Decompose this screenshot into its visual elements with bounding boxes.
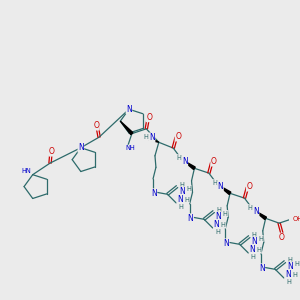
Text: N: N: [287, 262, 292, 271]
Text: H: H: [216, 207, 221, 213]
Text: H: H: [256, 247, 261, 253]
Text: N: N: [218, 182, 223, 191]
Text: H: H: [221, 222, 226, 228]
Text: H: H: [184, 197, 189, 203]
Text: N: N: [285, 270, 291, 279]
Text: N: N: [179, 187, 185, 196]
Text: O: O: [49, 147, 55, 156]
Polygon shape: [120, 121, 133, 135]
Text: H: H: [287, 257, 292, 263]
Text: N: N: [177, 195, 183, 204]
Text: O: O: [146, 113, 152, 122]
Text: H: H: [215, 229, 220, 235]
Text: H: H: [223, 211, 228, 217]
Text: H: H: [252, 232, 256, 238]
Text: N: N: [216, 212, 221, 221]
Text: H: H: [177, 155, 182, 161]
Text: H: H: [258, 236, 263, 242]
Text: N: N: [259, 264, 265, 273]
Text: NH: NH: [125, 145, 135, 151]
Text: O: O: [279, 233, 285, 242]
Text: N: N: [78, 143, 84, 152]
Text: H: H: [186, 185, 191, 191]
Text: N: N: [126, 105, 132, 114]
Text: H: H: [248, 205, 253, 211]
Text: OH: OH: [292, 216, 300, 222]
Text: H: H: [294, 261, 299, 267]
Text: O: O: [93, 121, 99, 130]
Text: O: O: [211, 157, 217, 166]
Text: N: N: [251, 237, 257, 246]
Text: N: N: [214, 220, 219, 229]
Text: H: H: [212, 180, 217, 186]
Text: N: N: [253, 207, 259, 216]
Polygon shape: [182, 160, 195, 170]
Text: H: H: [292, 272, 297, 278]
Text: H: H: [179, 182, 184, 188]
Text: N: N: [151, 189, 157, 198]
Text: N: N: [188, 214, 194, 223]
Text: N: N: [182, 157, 188, 166]
Text: N: N: [149, 133, 155, 142]
Polygon shape: [218, 185, 231, 194]
Text: O: O: [175, 132, 181, 141]
Text: N: N: [223, 239, 229, 248]
Text: H: H: [251, 254, 256, 260]
Text: H: H: [144, 134, 149, 140]
Polygon shape: [149, 137, 159, 142]
Text: N: N: [249, 244, 255, 253]
Text: H: H: [178, 204, 183, 210]
Text: H: H: [286, 279, 291, 285]
Polygon shape: [253, 210, 266, 220]
Text: HN: HN: [21, 168, 31, 174]
Text: O: O: [246, 182, 252, 191]
